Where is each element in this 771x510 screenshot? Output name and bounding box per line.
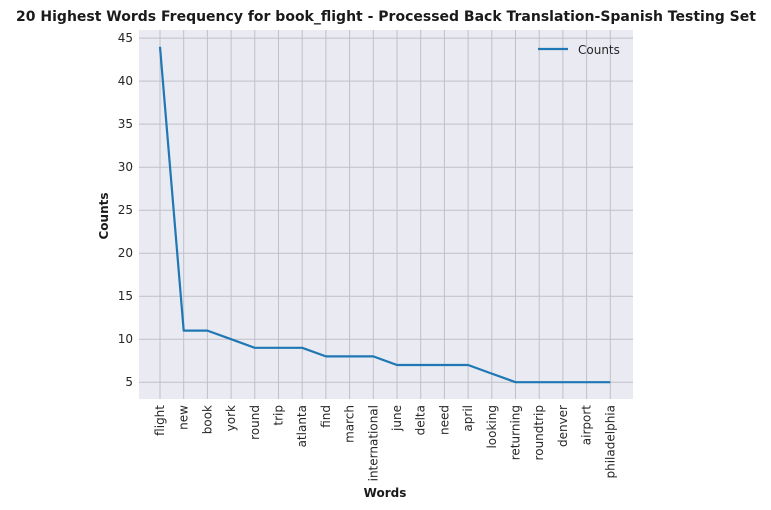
- plot-area: [139, 30, 633, 399]
- y-tick-label: 35: [118, 117, 133, 131]
- x-axis-label: Words: [364, 486, 407, 500]
- data-points: [159, 46, 611, 383]
- series-line-counts: [158, 46, 611, 384]
- x-tick-label-round: round: [248, 405, 262, 440]
- x-tick-label-book: book: [200, 405, 214, 434]
- x-tick-label-denver: denver: [556, 405, 570, 447]
- x-tick-label-airport: airport: [580, 405, 594, 446]
- y-tick-label: 15: [118, 289, 133, 303]
- x-tick-label-new: new: [177, 405, 191, 430]
- x-tick-label-international: international: [366, 405, 380, 481]
- x-tick-label-flight: flight: [153, 405, 167, 436]
- x-tick-label-june: june: [390, 405, 404, 432]
- x-tick-label-april: april: [461, 405, 475, 432]
- x-tick-label-philadelphia: philadelphia: [603, 405, 617, 479]
- x-tick-labels: flight new book york round trip atlanta find mar…: [153, 405, 617, 482]
- x-tick-label-march: march: [343, 405, 357, 443]
- x-tick-label-find: find: [319, 405, 333, 428]
- legend: Counts: [538, 43, 620, 57]
- y-tick-label: 5: [125, 375, 133, 389]
- grid-lines: [139, 30, 633, 399]
- y-tick-label: 40: [118, 74, 133, 88]
- x-tick-label-delta: delta: [414, 405, 428, 435]
- legend-label-counts: Counts: [578, 43, 620, 57]
- y-tick-label: 45: [118, 31, 133, 45]
- y-tick-label: 20: [118, 246, 133, 260]
- y-tick-label: 10: [118, 332, 133, 346]
- x-tick-label-need: need: [437, 405, 451, 435]
- y-tick-label: 25: [118, 203, 133, 217]
- y-tick-label: 30: [118, 160, 133, 174]
- chart-title: 20 Highest Words Frequency for book_flig…: [16, 9, 756, 25]
- x-tick-label-roundtrip: roundtrip: [532, 405, 546, 460]
- x-tick-label-atlanta: atlanta: [295, 405, 309, 447]
- y-axis-label: Counts: [97, 192, 111, 239]
- y-tick-labels: 5 10 15 20 25 30 35 40 45: [118, 31, 133, 389]
- x-tick-label-trip: trip: [272, 405, 286, 426]
- x-tick-label-york: york: [224, 405, 238, 431]
- x-tick-label-returning: returning: [509, 405, 523, 460]
- x-tick-label-looking: looking: [485, 405, 499, 449]
